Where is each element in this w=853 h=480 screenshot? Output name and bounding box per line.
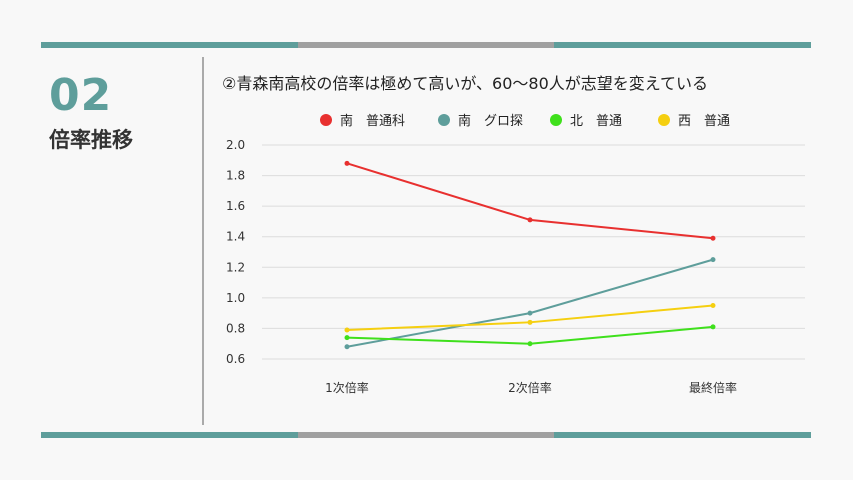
bar-segment	[41, 432, 298, 438]
bar-segment	[554, 42, 812, 48]
y-tick-label: 1.4	[226, 230, 245, 244]
data-point	[344, 335, 350, 341]
data-point	[710, 235, 716, 241]
series-line	[346, 325, 714, 345]
legend-marker	[550, 114, 562, 126]
vertical-divider	[202, 57, 204, 425]
legend-marker	[438, 114, 450, 126]
data-point	[344, 344, 350, 350]
legend-label: 西 普通	[678, 114, 730, 129]
y-tick-label: 0.8	[226, 321, 245, 335]
data-point	[710, 303, 716, 308]
data-point	[527, 310, 533, 316]
legend-label: 南 普通科	[340, 113, 405, 129]
y-tick-label: 1.8	[226, 169, 245, 183]
legend-label: 北 普通	[570, 114, 622, 129]
data-point	[710, 257, 716, 263]
legend-marker	[320, 114, 332, 126]
data-point	[527, 217, 533, 223]
data-point	[344, 160, 350, 166]
bar-segment	[297, 42, 555, 48]
legend-marker	[658, 114, 670, 126]
data-point	[710, 324, 716, 330]
x-tick-label: 1次倍率	[325, 380, 369, 395]
bottom-accent-bar	[41, 432, 812, 438]
data-point	[527, 319, 533, 325]
legend-label: 南 グロ探	[458, 113, 523, 129]
section-title: 倍率推移	[49, 128, 133, 152]
slide-headline: ②青森南高校の倍率は極めて高いが、60〜80人が志望を変えている	[222, 74, 708, 93]
section-number: 02	[49, 70, 113, 121]
bar-segment	[297, 432, 555, 438]
top-accent-bar	[41, 42, 812, 48]
y-tick-label: 0.6	[226, 352, 245, 366]
y-tick-label: 1.0	[226, 291, 245, 305]
bar-segment	[554, 432, 812, 438]
series-line	[346, 162, 714, 240]
x-tick-label: 2次倍率	[508, 380, 552, 395]
x-tick-label: 最終倍率	[689, 380, 737, 395]
data-point	[344, 327, 350, 333]
y-tick-label: 2.0	[226, 138, 245, 152]
y-tick-label: 1.6	[226, 199, 245, 213]
bar-segment	[41, 42, 298, 48]
y-tick-label: 1.2	[226, 260, 245, 274]
series-line	[346, 304, 714, 331]
series-line	[346, 258, 714, 348]
data-point	[527, 341, 533, 347]
